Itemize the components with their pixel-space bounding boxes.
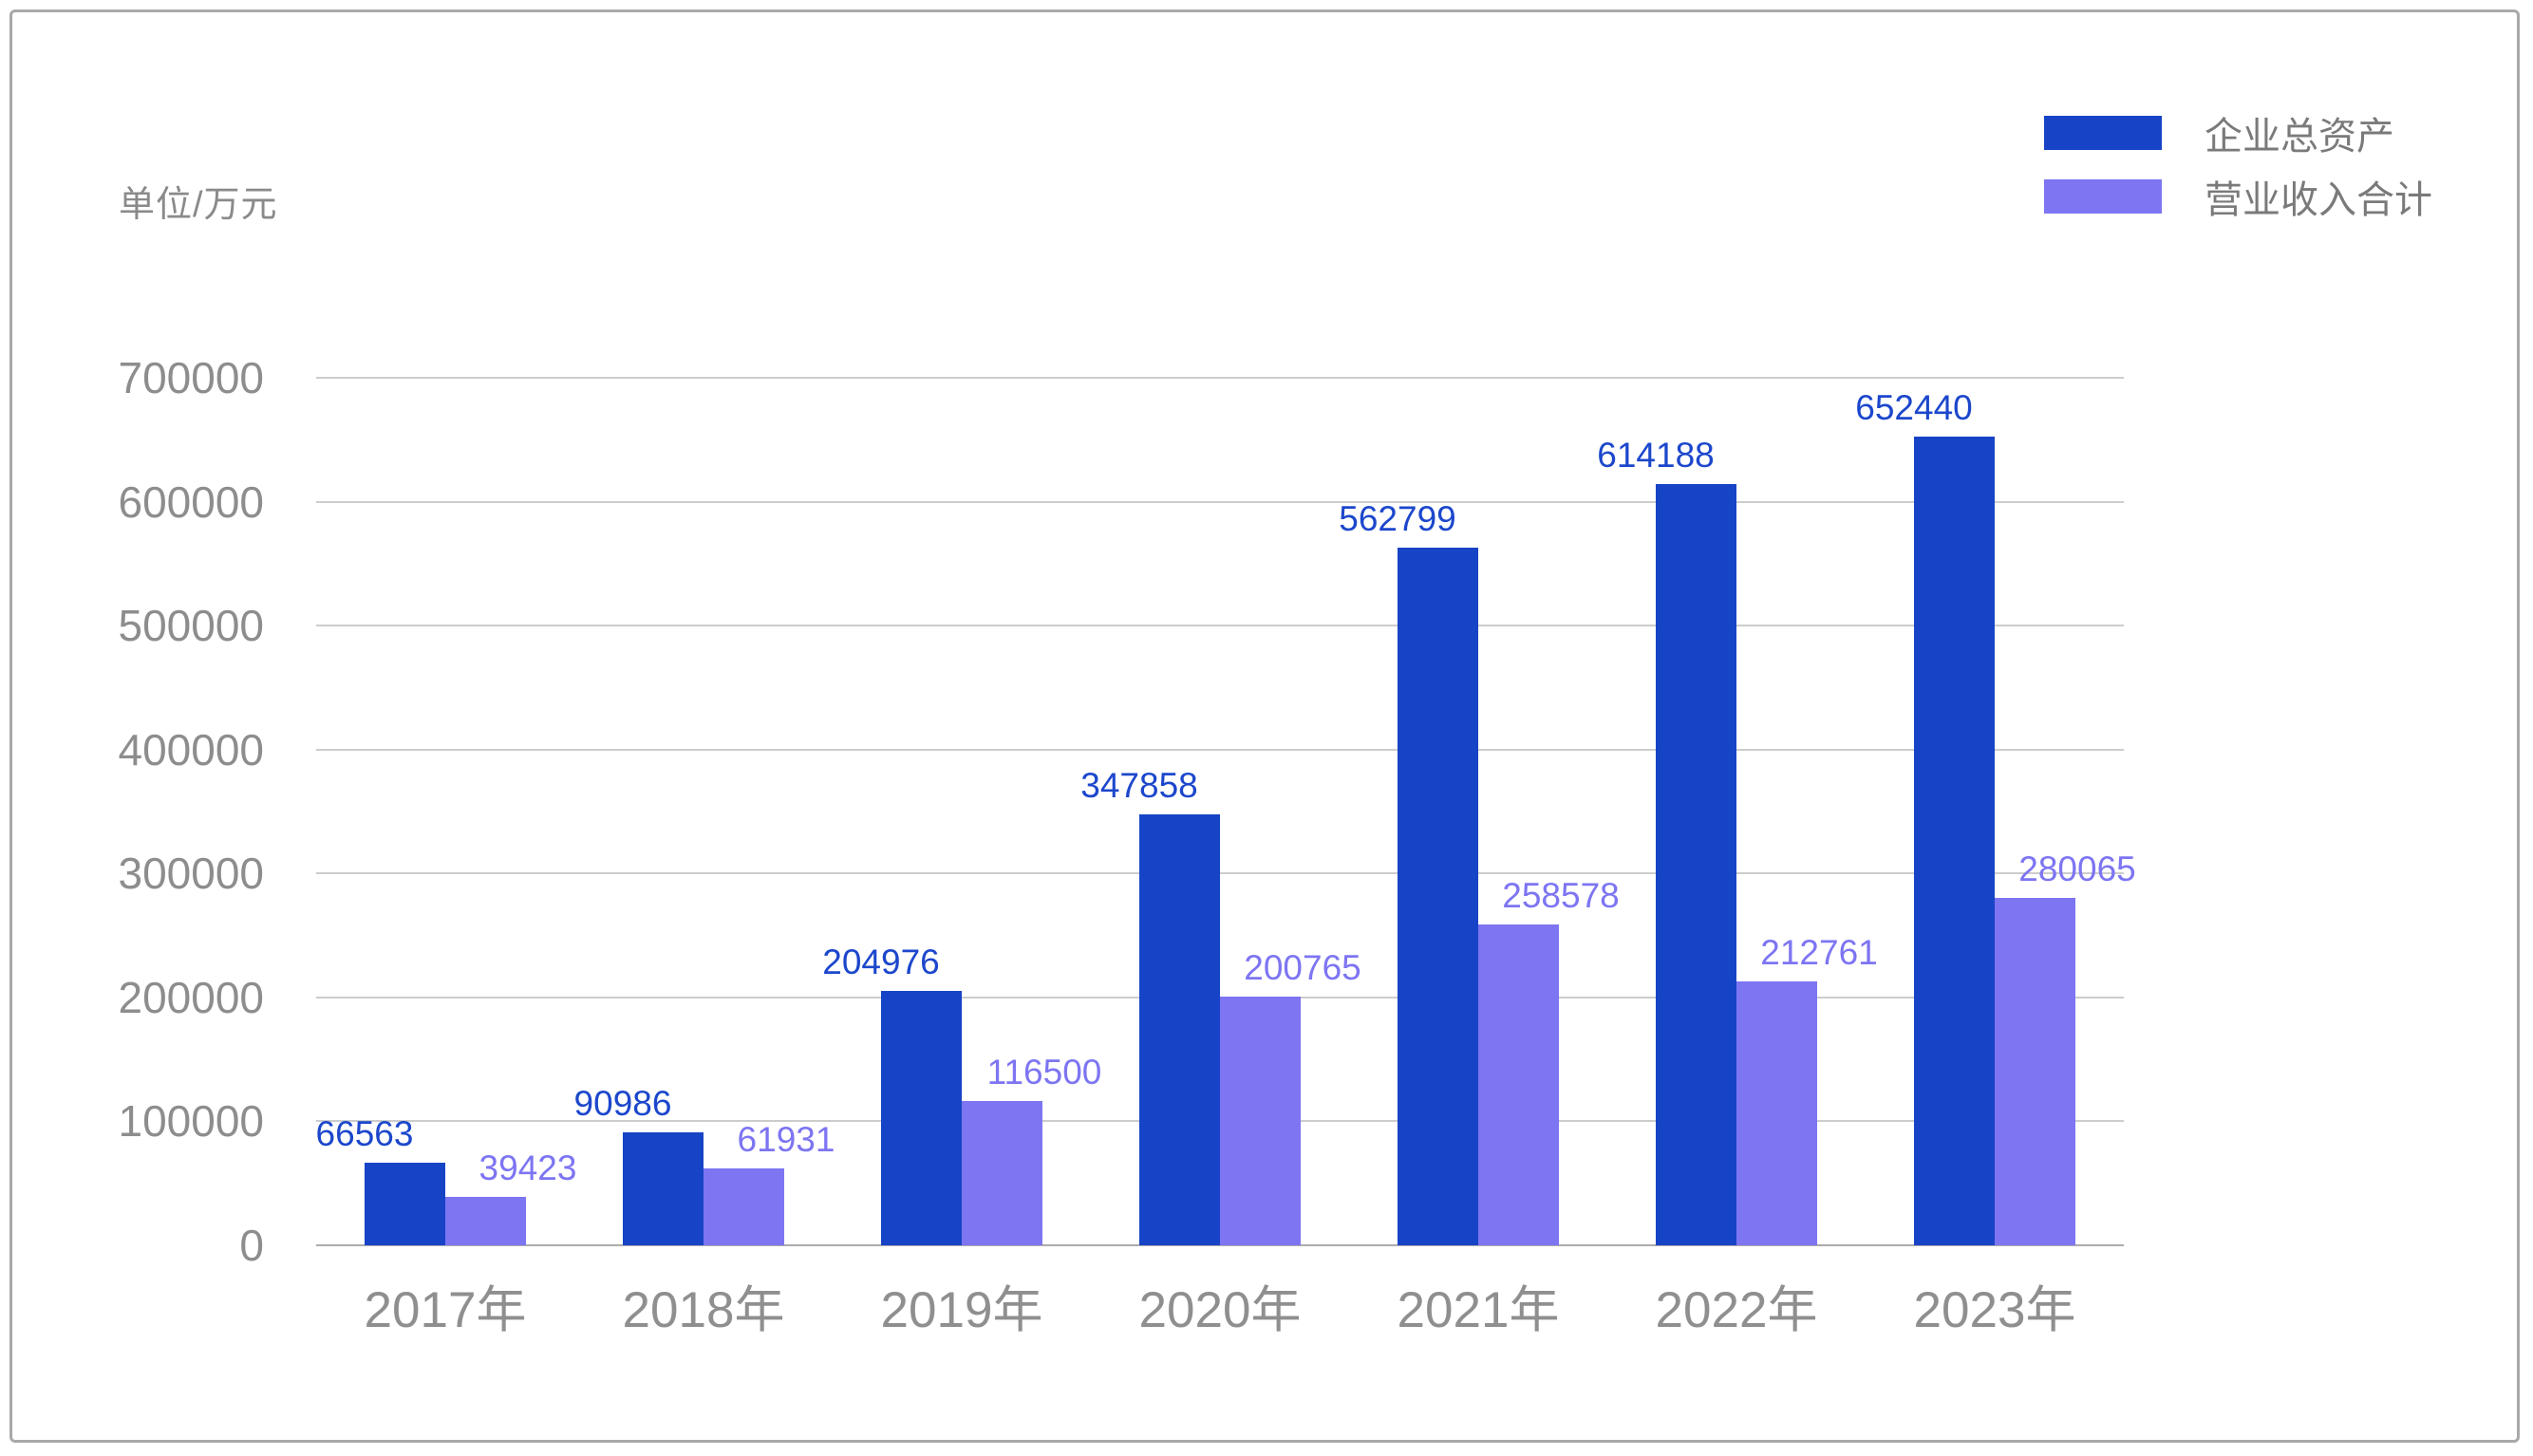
value-label-total-assets: 204976 bbox=[822, 943, 940, 982]
legend-item-total-assets: 企业总资产 bbox=[2044, 116, 2462, 158]
value-label-revenue: 39423 bbox=[478, 1148, 577, 1187]
value-label-revenue: 116500 bbox=[986, 1052, 1102, 1092]
legend-label-revenue: 营业收入合计 bbox=[2205, 179, 2432, 221]
value-label-revenue: 200765 bbox=[1244, 947, 1361, 987]
value-label-revenue: 258578 bbox=[1502, 876, 1620, 916]
bar-revenue bbox=[962, 1100, 1042, 1245]
y-tick-label: 300000 bbox=[118, 849, 265, 899]
value-label-revenue: 212761 bbox=[1760, 933, 1878, 973]
y-tick-label: 200000 bbox=[118, 972, 265, 1022]
bar-total-assets bbox=[881, 991, 962, 1245]
gridline bbox=[316, 748, 2124, 751]
x-axis-baseline bbox=[316, 1244, 2124, 1246]
bar-total-assets bbox=[1139, 813, 1220, 1245]
bar-revenue bbox=[704, 1168, 784, 1245]
gridline bbox=[316, 872, 2124, 875]
y-tick-label: 500000 bbox=[118, 601, 265, 651]
x-tick-label: 2020年 bbox=[1138, 1282, 1302, 1338]
x-tick-label: 2023年 bbox=[1913, 1282, 2076, 1338]
bar-total-assets bbox=[623, 1132, 704, 1245]
value-label-total-assets: 66563 bbox=[315, 1114, 414, 1154]
y-tick-label: 400000 bbox=[118, 724, 265, 775]
bar-revenue bbox=[445, 1196, 526, 1245]
bar-total-assets bbox=[1914, 437, 1995, 1245]
legend-swatch-revenue bbox=[2044, 179, 2162, 214]
bar-revenue bbox=[1995, 898, 2075, 1245]
x-tick-label: 2022年 bbox=[1655, 1282, 1818, 1338]
y-tick-label: 0 bbox=[239, 1221, 264, 1270]
value-label-total-assets: 562799 bbox=[1339, 499, 1456, 539]
x-tick-label: 2019年 bbox=[880, 1282, 1043, 1338]
legend-swatch-total-assets bbox=[2044, 116, 2162, 150]
bar-total-assets bbox=[365, 1163, 445, 1245]
x-tick-label: 2021年 bbox=[1397, 1282, 1560, 1338]
bar-total-assets bbox=[1398, 548, 1478, 1245]
gridline bbox=[316, 625, 2124, 627]
bar-revenue bbox=[1736, 981, 1817, 1245]
legend: 企业总资产 营业收入合计 bbox=[2044, 116, 2462, 243]
x-tick-label: 2018年 bbox=[622, 1282, 785, 1338]
plot-area: 0 100000 200000 300000 400000 500000 600000 700… bbox=[119, 356, 2136, 1338]
gridline bbox=[316, 377, 2124, 379]
gridline bbox=[316, 500, 2124, 503]
bar-revenue bbox=[1478, 924, 1559, 1245]
value-label-total-assets: 652440 bbox=[1855, 388, 1973, 428]
value-label-revenue: 280065 bbox=[2018, 849, 2136, 889]
legend-label-total-assets: 企业总资产 bbox=[2205, 116, 2394, 158]
y-tick-label: 700000 bbox=[118, 353, 265, 402]
value-label-total-assets: 614188 bbox=[1597, 436, 1715, 476]
legend-item-revenue: 营业收入合计 bbox=[2044, 179, 2462, 221]
bar-revenue bbox=[1220, 996, 1301, 1245]
value-label-revenue: 61931 bbox=[737, 1120, 835, 1160]
bar-total-assets bbox=[1656, 484, 1736, 1245]
frame-border bbox=[9, 9, 2520, 1443]
y-tick-label: 100000 bbox=[118, 1096, 265, 1147]
value-label-total-assets: 90986 bbox=[573, 1084, 672, 1124]
y-tick-label: 600000 bbox=[118, 476, 265, 527]
y-axis-unit-label: 单位/万元 bbox=[119, 185, 278, 225]
value-label-total-assets: 347858 bbox=[1080, 765, 1198, 805]
x-tick-label: 2017年 bbox=[364, 1282, 527, 1338]
